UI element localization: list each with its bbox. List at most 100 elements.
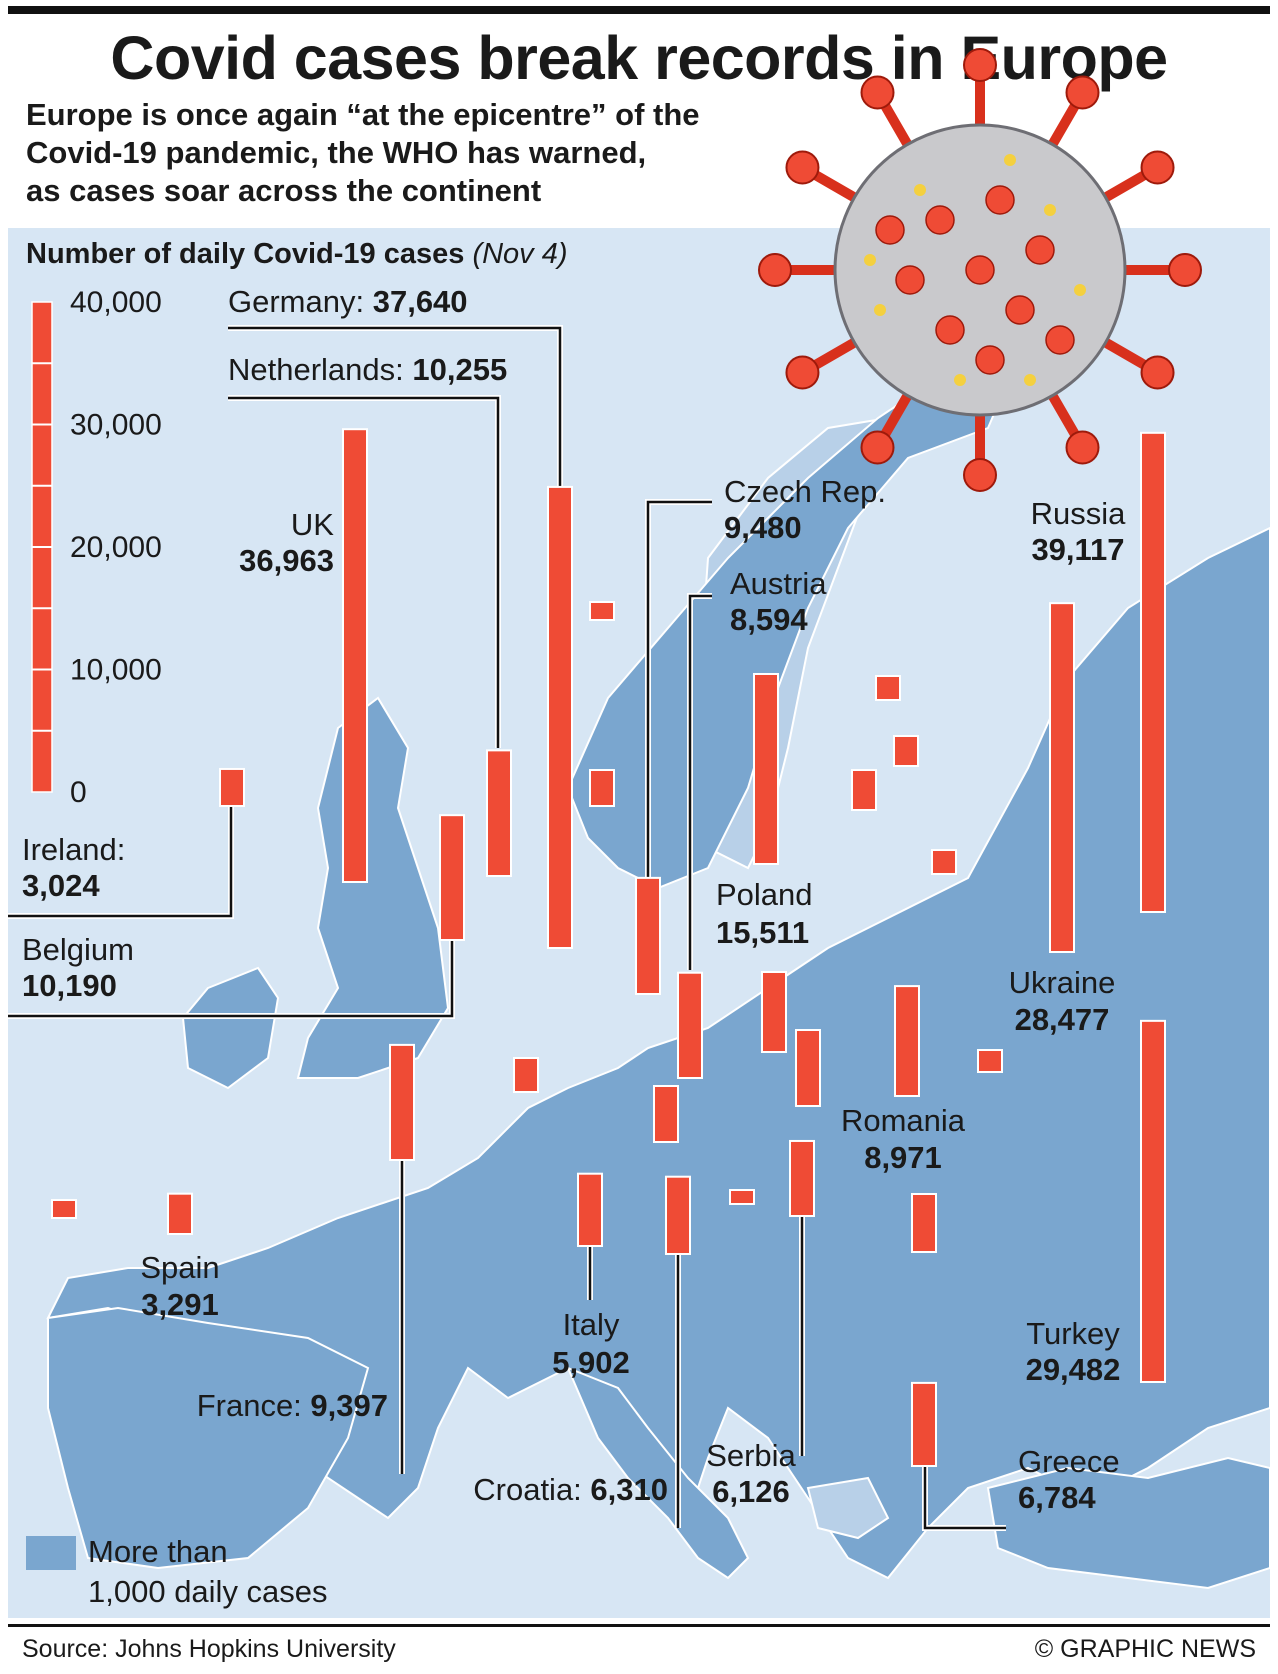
bar-label: France: 9,397 — [197, 1388, 388, 1423]
scale-tick-label: 0 — [70, 776, 87, 809]
bar-label-name: Ukraine — [1009, 965, 1116, 1000]
minor-bar — [977, 1049, 1003, 1073]
subtitle-line: Covid-19 pandemic, the WHO has warned, — [26, 135, 647, 170]
virus-spike-tip — [1140, 355, 1175, 390]
bar-label-value: 10,190 — [22, 968, 117, 1003]
bar-label-value: 39,117 — [1031, 532, 1124, 567]
iberia — [47, 1306, 370, 1570]
bar-label-name: Austria — [730, 566, 827, 601]
axis-title-date: (Nov 4) — [472, 238, 568, 270]
scale-tick-label: 10,000 — [70, 654, 162, 687]
virus-spike-tip — [785, 150, 820, 185]
bar-label-name: Netherlands: — [228, 352, 412, 387]
bar-label-name: Belgium — [22, 932, 134, 967]
minor-bar — [931, 849, 957, 875]
bar-group: Netherlands: 10,255 — [228, 352, 512, 877]
leader-line — [923, 1466, 1006, 1530]
minor-bar — [851, 769, 877, 811]
virus-dot — [864, 254, 876, 266]
minor-bar — [653, 1085, 679, 1143]
bar — [439, 814, 465, 941]
bar-label-name: Greece — [1018, 1444, 1120, 1479]
virus-protein — [1045, 325, 1075, 355]
bar — [635, 876, 661, 995]
bar-label-value: 8,594 — [730, 602, 808, 637]
bar-label-value: 6,126 — [712, 1474, 790, 1509]
leader-line — [646, 500, 712, 880]
bar-label-value: 6,310 — [590, 1472, 668, 1507]
leader-line — [8, 806, 233, 918]
bar-label-value: 10,255 — [412, 352, 507, 387]
bar-label-value: 6,784 — [1018, 1480, 1096, 1515]
virus-protein — [1005, 295, 1035, 325]
greece-light — [806, 1476, 890, 1540]
footer: Source: Johns Hopkins University © GRAPH… — [8, 1624, 1270, 1671]
bar-label-name: Croatia: — [473, 1472, 590, 1507]
credit-text: © GRAPHIC NEWS — [1034, 1635, 1256, 1663]
bar — [167, 1192, 193, 1236]
virus-protein — [895, 265, 925, 295]
bar-label-name: Poland — [716, 877, 813, 912]
bar-group: France: 9,397 — [197, 1043, 415, 1474]
bar-label-name: Romania — [841, 1103, 966, 1138]
minor-bar — [729, 1189, 755, 1205]
virus-spike-tip — [1065, 430, 1100, 465]
leader-line — [228, 326, 562, 496]
bar-label-name: France: — [197, 1388, 311, 1423]
legend-swatch — [26, 1536, 76, 1570]
virus-spike-tip — [963, 48, 997, 82]
bar — [547, 485, 573, 949]
bar — [1140, 431, 1166, 913]
bar-label-value: 29,482 — [1026, 1352, 1121, 1387]
scale-bar: 40,000 30,000 20,000 10,000 0 — [31, 286, 162, 809]
legend-text: More than 1,000 daily cases — [88, 1532, 328, 1612]
virus-spike-tip — [860, 75, 895, 110]
bar-label: Netherlands: 10,255 — [228, 352, 507, 387]
minor-bar — [875, 675, 901, 701]
minor-bar — [795, 1029, 821, 1107]
bar-label-name: Serbia — [706, 1438, 796, 1473]
bar-label-value: 9,397 — [310, 1388, 388, 1423]
bar — [789, 1139, 815, 1218]
virus-spike-tip — [860, 430, 895, 465]
leader-line — [688, 594, 712, 970]
virus-spike-tip — [785, 355, 820, 390]
virus-dot — [1024, 374, 1036, 386]
bar — [911, 1381, 937, 1467]
virus-protein — [975, 345, 1005, 375]
virus-spike-tip — [1140, 150, 1175, 185]
bar-group: Ireland:3,024 — [8, 767, 245, 919]
subtitle: Europe is once again “at the epicentre” … — [26, 96, 846, 210]
subtitle-line: as cases soar across the continent — [26, 173, 542, 208]
virus-dot — [914, 184, 926, 196]
bar-label-name: Germany: — [228, 284, 373, 319]
great-britain — [296, 696, 450, 1079]
virus-dot — [1044, 204, 1056, 216]
bar-label-name: Spain — [140, 1250, 219, 1285]
bar-label-name: Russia — [1031, 496, 1127, 531]
virus-protein — [925, 205, 955, 235]
virus-protein — [935, 315, 965, 345]
bar-label: Germany: 37,640 — [228, 284, 468, 319]
bar-label-value: 5,902 — [552, 1345, 630, 1380]
bar — [1049, 602, 1075, 953]
virus-dot — [1004, 154, 1016, 166]
bar-label-value: 28,477 — [1015, 1002, 1110, 1037]
axis-title-text: Number of daily Covid-19 cases — [26, 238, 465, 270]
minor-bar — [589, 769, 615, 807]
virus-dot — [954, 374, 966, 386]
legend-line: 1,000 daily cases — [88, 1574, 328, 1609]
bar — [342, 428, 368, 883]
scale-tick-label: 20,000 — [70, 531, 162, 564]
subtitle-line: Europe is once again “at the epicentre” … — [26, 97, 700, 132]
bar-group: Croatia: 6,310 — [473, 1175, 691, 1528]
bar — [677, 971, 703, 1080]
